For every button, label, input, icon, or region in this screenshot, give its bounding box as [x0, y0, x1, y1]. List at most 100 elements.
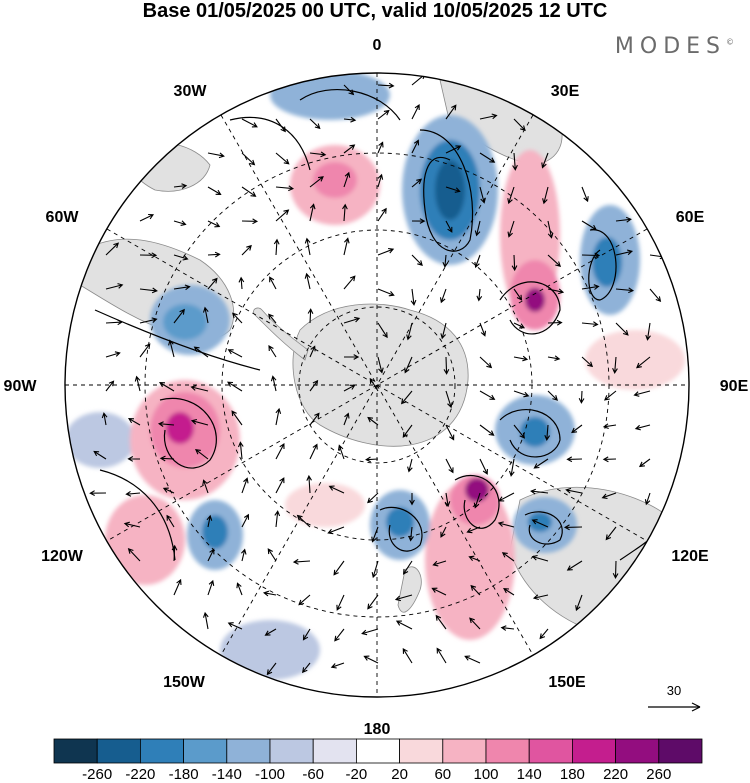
wind-arrow [207, 277, 218, 290]
wind-arrow [190, 418, 209, 426]
wind-arrow [173, 254, 189, 261]
wind-arrow [127, 456, 141, 462]
wind-arrow [432, 560, 447, 567]
wind-arrow [612, 356, 618, 374]
reference-vector-label: 30 [667, 683, 681, 698]
wind-arrow [241, 477, 249, 494]
wind-arrow [547, 319, 563, 326]
wind-arrow [377, 109, 390, 120]
wind-arrow [445, 104, 457, 120]
wind-arrow [371, 526, 379, 543]
wind-arrow [343, 84, 355, 96]
wind-arrow [275, 477, 285, 494]
wind-arrow [227, 349, 243, 358]
lon-label-150w: 150W [163, 674, 206, 691]
wind-arrow [361, 628, 379, 636]
wind-arrow [404, 356, 413, 374]
colorbar-swatch [399, 738, 444, 764]
wind-arrow [105, 283, 124, 290]
pos-anom-ross-east-core [465, 478, 489, 502]
graticule [65, 73, 689, 697]
wind-arrow [513, 118, 526, 132]
colorbar-swatch [139, 738, 184, 764]
colorbar-swatch [312, 738, 357, 764]
wind-arrow [498, 492, 515, 502]
new-zealand [397, 566, 422, 613]
wind-arrow [581, 321, 599, 328]
wind-arrow [343, 171, 351, 188]
wind-arrow [264, 628, 277, 636]
wind-arrow [342, 203, 348, 222]
wind-arrow [581, 186, 589, 203]
neg-anom-60e-core [592, 237, 622, 287]
wind-arrow [309, 379, 319, 392]
wind-arrow [470, 584, 481, 596]
wind-arrow [479, 458, 488, 475]
wind-arrow [615, 322, 629, 336]
colorbar [53, 738, 703, 764]
wind-arrow [171, 544, 178, 562]
wind-arrow [377, 173, 384, 188]
wind-arrow [241, 218, 259, 225]
wind-arrow [464, 655, 481, 664]
colorbar-swatch [615, 738, 660, 764]
wind-arrow [377, 207, 387, 222]
wind-arrow [159, 455, 175, 462]
wind-arrow [307, 308, 314, 324]
wind-arrow [445, 390, 453, 409]
wind-arrow [207, 220, 221, 228]
wind-arrow [634, 424, 651, 431]
pos-anom-ross [105, 495, 185, 585]
wind-arrow [479, 186, 486, 204]
wind-arrow [306, 474, 312, 494]
lon-label-120e: 120E [671, 548, 709, 565]
wind-arrow [336, 594, 345, 611]
wind-arrow [139, 252, 158, 259]
wind-arrow [227, 381, 243, 392]
wind-arrow [157, 421, 175, 427]
wind-arrow [292, 558, 311, 565]
wind-arrow [162, 487, 175, 494]
wind-arrow [105, 351, 121, 358]
wind-arrow [105, 380, 115, 392]
wind-arrow [547, 288, 565, 295]
colorbar-tick-label: -20 [346, 766, 368, 783]
wind-arrow [511, 254, 518, 272]
wind-arrow [636, 356, 651, 369]
wind-arrow [202, 611, 209, 630]
wind-arrow [645, 322, 651, 341]
wind-arrow [409, 493, 415, 506]
colorbar-tick-label: -140 [212, 766, 242, 783]
lon-label-30w: 30W [174, 83, 208, 100]
wind-arrow [469, 617, 481, 630]
wind-arrow [309, 443, 318, 460]
wind-arrow [408, 526, 414, 542]
wind-arrow [240, 548, 247, 562]
wind-arrow [328, 485, 345, 494]
wind-arrow [343, 275, 356, 290]
wind-arrow [241, 152, 256, 166]
modes-logo: MODES© [615, 34, 734, 59]
wind-arrow [365, 456, 379, 463]
wind-arrow [479, 356, 493, 369]
wind-arrow [612, 560, 619, 579]
wind-arrow [369, 377, 379, 392]
wind-arrow [411, 103, 420, 120]
lon-label-90w: 90W [4, 378, 38, 395]
wind-arrow [236, 582, 243, 596]
wind-arrow [644, 492, 651, 506]
wind-arrow [407, 458, 413, 473]
wind-arrow [445, 424, 455, 441]
wind-arrow [547, 220, 554, 239]
wind-arrow [377, 322, 388, 339]
wind-arrow [367, 492, 379, 504]
wind-arrow [274, 510, 281, 528]
wind-arrow [377, 141, 384, 154]
wind-arrow [377, 288, 395, 297]
wind-arrow [241, 513, 250, 528]
wind-arrow [431, 587, 447, 596]
pos-anom-ross-east [425, 480, 515, 640]
wind-arrow [406, 322, 413, 341]
wind-arrow [402, 424, 413, 438]
wind-arrow [267, 548, 277, 562]
